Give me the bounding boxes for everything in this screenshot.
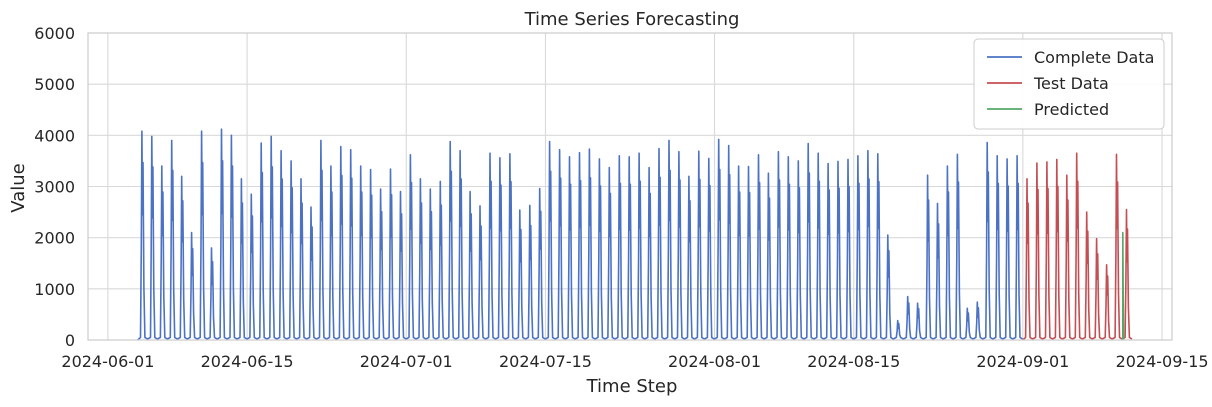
- predicted-line: [1122, 231, 1125, 341]
- x-tick-label: 2024-08-15: [807, 352, 900, 371]
- chart-title: Time Series Forecasting: [524, 9, 740, 30]
- legend-box: [973, 38, 1165, 130]
- y-tick-label: 3000: [34, 178, 75, 197]
- legend-label: Test Data: [1033, 74, 1109, 93]
- legend-label: Predicted: [1034, 100, 1109, 119]
- x-axis-title: Time Step: [586, 376, 678, 397]
- y-tick-label: 4000: [34, 126, 75, 145]
- plot-frame: [87, 32, 1173, 341]
- x-tick-label: 2024-07-15: [499, 352, 592, 371]
- y-tick-label: 6000: [34, 24, 75, 43]
- x-ticks: 2024-06-01 2024-06-15 2024-07-01 2024-07-15…: [61, 352, 1208, 371]
- test-data-line: [1022, 152, 1133, 341]
- y-ticks: 0 1000 2000 3000 4000 5000 6000: [34, 24, 75, 350]
- x-tick-label: 2024-06-01: [61, 352, 154, 371]
- legend: Complete Data Test Data Predicted: [973, 38, 1165, 130]
- x-tick-label: 2024-06-15: [201, 352, 294, 371]
- y-tick-label: 0: [65, 331, 75, 350]
- x-tick-label: 2024-08-01: [668, 352, 761, 371]
- x-tick-label: 2024-07-01: [360, 352, 453, 371]
- y-tick-label: 2000: [34, 229, 75, 248]
- y-tick-label: 1000: [34, 280, 75, 299]
- complete-data-line: [137, 128, 1024, 341]
- x-tick-label: 2024-09-15: [1116, 352, 1209, 371]
- y-tick-label: 5000: [34, 75, 75, 94]
- legend-label: Complete Data: [1034, 48, 1154, 67]
- y-axis-title: Value: [8, 163, 29, 212]
- x-tick-label: 2024-09-01: [976, 352, 1069, 371]
- series-lines: [137, 128, 1133, 341]
